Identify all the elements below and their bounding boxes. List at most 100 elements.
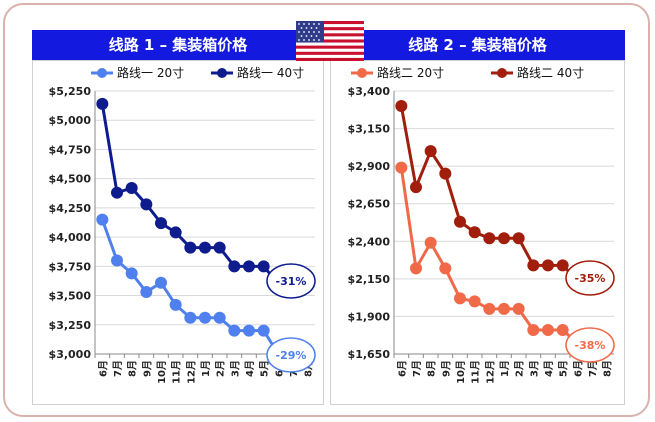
data-point [140,198,153,211]
data-point [96,97,109,110]
data-point [199,311,211,324]
x-tick-label: 4月 [543,360,555,377]
plot-area: $1,650 $1,900 $2,150 $2,400 $2,650 $2,900 $3,1… [330,60,625,405]
data-point [483,302,496,315]
x-tick-label: 7月 [411,360,423,377]
y-tick-label: $2,400 [348,235,391,248]
chart-title: 线路 2 – 集装箱价格 [330,30,625,60]
data-point [169,226,182,239]
y-tick-label: $3,400 [348,85,391,98]
y-tick-label: $3,250 [49,319,92,332]
x-tick-label: 11月 [470,360,482,384]
data-point [155,276,167,289]
x-tick-label: 10月 [156,360,168,384]
data-point [439,262,452,275]
data-point [498,232,510,245]
y-tick-label: $1,650 [348,348,391,361]
annotation-bubble [565,260,615,296]
y-tick-label: $3,500 [49,290,92,303]
annotation-bubble [565,327,615,363]
data-point [395,161,408,174]
legend-swatch-marker [497,68,507,78]
data-point [556,259,569,272]
x-tick-label: 7月 [587,360,599,377]
annotation-bubble [266,263,316,299]
y-tick-label: $2,150 [348,273,391,286]
data-point [542,259,554,272]
data-point [228,260,241,273]
x-tick-label: 6月 [396,360,408,377]
data-point [512,232,525,245]
series-line [100,103,308,286]
data-point [228,324,241,337]
legend-swatch-marker [217,68,227,78]
annotation-label: -35% [575,272,606,285]
y-tick-label: $5,000 [49,114,92,127]
x-tick-label: 9月 [141,360,153,377]
data-point [96,213,109,226]
data-point [556,323,569,336]
data-point [257,260,270,273]
y-tick-label: $2,900 [348,160,391,173]
x-tick-label: 4月 [244,360,256,377]
data-point [169,298,182,311]
data-point [184,241,197,254]
data-point [213,311,226,324]
data-point [410,262,422,275]
legend-swatch-marker [97,68,107,78]
data-point [243,260,255,273]
x-tick-label: 1月 [499,360,511,377]
y-tick-label: $4,250 [49,202,92,215]
data-point [184,311,197,324]
data-point [257,324,270,337]
legend-label: 路线一 20寸 [117,65,184,80]
chart-title: 线路 1 – 集装箱价格 [32,30,324,60]
annotation-label: -31% [276,275,307,288]
data-point [512,302,525,315]
data-point [454,215,466,228]
data-point [454,292,466,305]
y-tick-label: $4,500 [49,173,92,186]
y-tick-label: $2,650 [348,198,391,211]
chart-panel-route-1: 线路 1 – 集装箱价格 $3,000 $3,250 $3,500 $3,750 $4,… [32,30,324,405]
x-tick-label: 9月 [440,360,452,377]
x-tick-label: 3月 [528,360,540,377]
data-point [125,267,138,280]
data-point [424,236,437,249]
legend-swatch-marker [357,68,367,78]
x-tick-label: 6月 [97,360,109,377]
data-point [125,182,138,195]
data-point [483,232,496,245]
legend-label: 路线二 40寸 [517,65,584,80]
data-point [468,226,481,239]
y-tick-label: $5,250 [49,85,92,98]
data-point [410,181,422,194]
data-point [111,254,123,267]
y-tick-label: $3,000 [49,348,92,361]
series-line [399,167,607,345]
data-point [395,100,408,113]
data-point [213,241,226,254]
y-tick-label: $4,750 [49,143,92,156]
chart-panel-route-2: 线路 2 – 集装箱价格 $1,650 $1,900 $2,150 $2,400 $2,… [330,30,625,405]
chart-svg: $1,650 $1,900 $2,150 $2,400 $2,650 $2,900 $3,1… [348,65,615,384]
x-tick-label: 10月 [455,360,467,384]
x-tick-label: 12月 [185,360,197,384]
x-tick-label: 3月 [229,360,241,377]
chart-svg: $3,000 $3,250 $3,500 $3,750 $4,000 $4,250 $4,5… [49,65,316,384]
data-point [542,323,554,336]
data-point [155,217,167,230]
data-point [527,259,540,272]
series-line [399,105,607,282]
data-point [111,186,123,199]
legend-label: 路线二 20寸 [377,65,444,80]
data-point [199,241,211,254]
annotation-bubble [266,337,316,373]
data-point [140,286,153,299]
x-tick-label: 2月 [514,360,526,377]
data-point [243,324,255,337]
x-tick-label: 11月 [171,360,183,384]
x-tick-label: 8月 [127,360,139,377]
y-tick-label: $1,900 [348,310,391,323]
data-point [439,167,452,180]
